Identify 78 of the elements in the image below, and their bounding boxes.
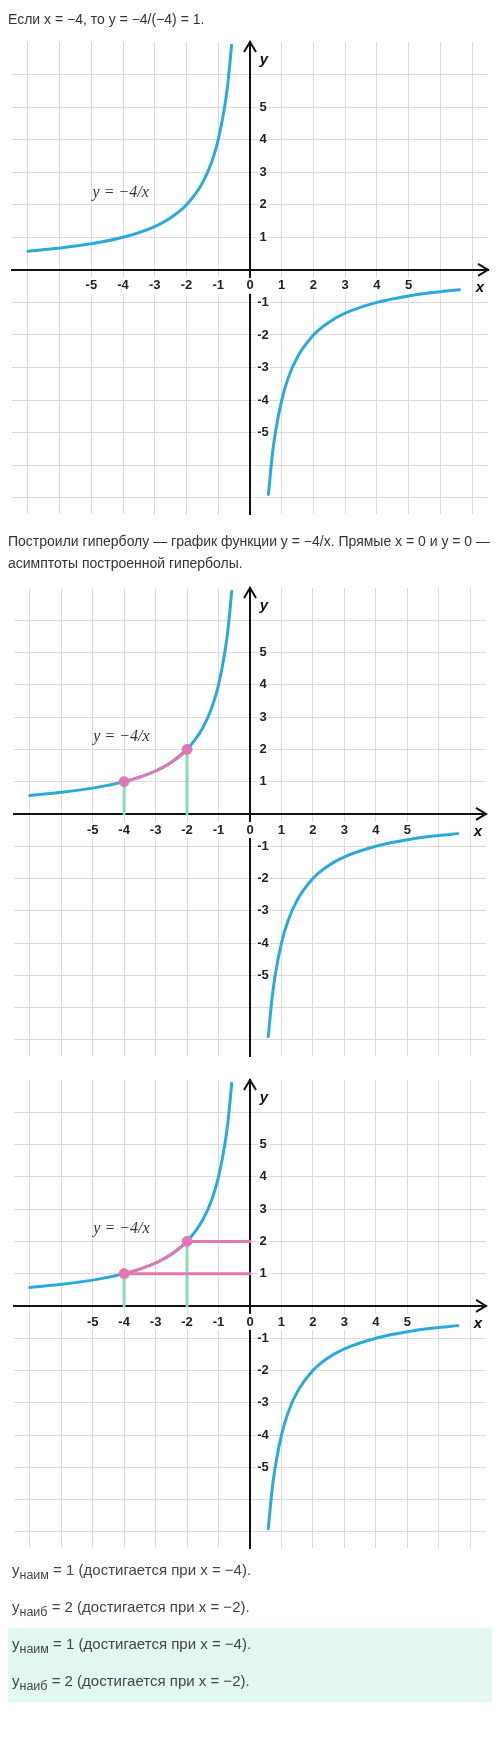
x-tick-label: 5 (403, 1313, 411, 1329)
x-tick-label: 4 (372, 1313, 381, 1329)
y-tick-label: 1 (259, 228, 267, 244)
text: y$_{наиб}$ = 2 (достигается при x = −2). (8, 1665, 492, 1702)
x-tick-label: -3 (149, 1313, 162, 1329)
x-tick-label: 1 (277, 1313, 286, 1329)
y-tick-label: 3 (259, 708, 267, 724)
x-tick-label: 3 (340, 821, 349, 837)
chart-title: Если x = −4, то y = −4/(−4) = 1. (8, 10, 206, 29)
y-tick-label: -1 (257, 293, 269, 309)
series-label: y = −4/x (91, 1219, 150, 1238)
x-tick-label: 2 (309, 1313, 317, 1329)
x-tick-label: 4 (373, 277, 382, 293)
y-tick-label: 1 (259, 773, 267, 789)
x-axis-title: x (474, 278, 485, 295)
y-tick-label: -5 (257, 1458, 269, 1474)
y-tick-label: 5 (259, 98, 267, 114)
x-axis-title: x (472, 1314, 483, 1332)
y-tick-label: -1 (257, 837, 269, 853)
y-tick-label: 1 (259, 1265, 267, 1281)
y-tick-label: 4 (259, 131, 268, 147)
x-tick-label: -5 (86, 1313, 99, 1329)
x-tick-label: 1 (277, 821, 286, 837)
y-tick-label: 4 (259, 1168, 268, 1184)
x-tick-label: -4 (118, 1313, 131, 1329)
y-tick-label: -4 (257, 1426, 270, 1442)
x-tick-label: -2 (181, 821, 193, 837)
y-tick-label: -4 (257, 934, 270, 950)
x-tick-label: 2 (309, 821, 317, 837)
x-tick-label: -4 (118, 821, 131, 837)
y-tick-label: -4 (257, 391, 270, 407)
x-tick-label: 0 (246, 821, 254, 837)
y-tick-label: 3 (259, 163, 267, 179)
x-tick-label: -2 (180, 277, 193, 293)
x-tick-label: 3 (341, 277, 349, 293)
y-tick-label: 4 (259, 676, 268, 692)
y-tick-label: 5 (259, 644, 267, 660)
x-tick-label: -5 (86, 821, 99, 837)
chart-title: Построили гиперболу — график функции y = −4/x. Прямые x = 0 и y = 0 — асимптоты построенной гиперболы. (8, 532, 492, 573)
y-axis-title: y (258, 50, 269, 68)
x-tick-label: -4 (117, 277, 130, 293)
x-tick-label: -1 (212, 1313, 225, 1329)
x-tick-label: -1 (212, 821, 225, 837)
x-tick-label: -5 (85, 277, 98, 293)
y-axis-title: y (258, 1088, 269, 1106)
x-tick-label: -2 (181, 1313, 193, 1329)
x-axis-title: x (472, 822, 483, 840)
x-tick-label: 3 (340, 1313, 349, 1329)
y-tick-label: 3 (259, 1200, 267, 1216)
x-tick-label: 5 (405, 277, 413, 293)
x-tick-label: -3 (149, 821, 162, 837)
x-tick-label: 5 (403, 821, 411, 837)
y-tick-label: -5 (257, 966, 269, 982)
y-tick-label: -2 (257, 870, 269, 886)
x-tick-label: 0 (246, 1313, 254, 1329)
x-tick-label: -3 (149, 277, 161, 293)
x-tick-label: 1 (278, 277, 286, 293)
y-axis-title: y (258, 596, 269, 614)
y-tick-label: -3 (257, 1394, 269, 1410)
y-tick-label: -3 (257, 902, 269, 918)
y-tick-label: -2 (257, 1362, 269, 1378)
y-tick-label: -3 (257, 359, 269, 375)
series-label: y = −4/x (91, 727, 150, 746)
y-tick-label: 2 (259, 1232, 267, 1248)
text: y$_{наим}$ = 1 (достигается при x = −4). (8, 1628, 492, 1665)
text: y$_{наиб}$ = 2 (достигается при x = −2). (11, 1597, 251, 1621)
y-tick-label: 2 (259, 740, 267, 756)
y-tick-label: -5 (257, 424, 269, 440)
series-label: y = −4/x (90, 182, 149, 201)
y-tick-label: -1 (257, 1329, 269, 1345)
x-tick-label: -1 (212, 277, 225, 293)
y-tick-label: -2 (257, 326, 269, 342)
x-tick-label: 2 (309, 277, 318, 293)
x-tick-label: 0 (246, 277, 254, 293)
x-tick-label: 4 (372, 821, 381, 837)
text: y$_{наим}$ = 1 (достигается при x = −4). (11, 1560, 253, 1584)
y-tick-label: 2 (259, 196, 267, 212)
y-tick-label: 5 (259, 1136, 267, 1152)
